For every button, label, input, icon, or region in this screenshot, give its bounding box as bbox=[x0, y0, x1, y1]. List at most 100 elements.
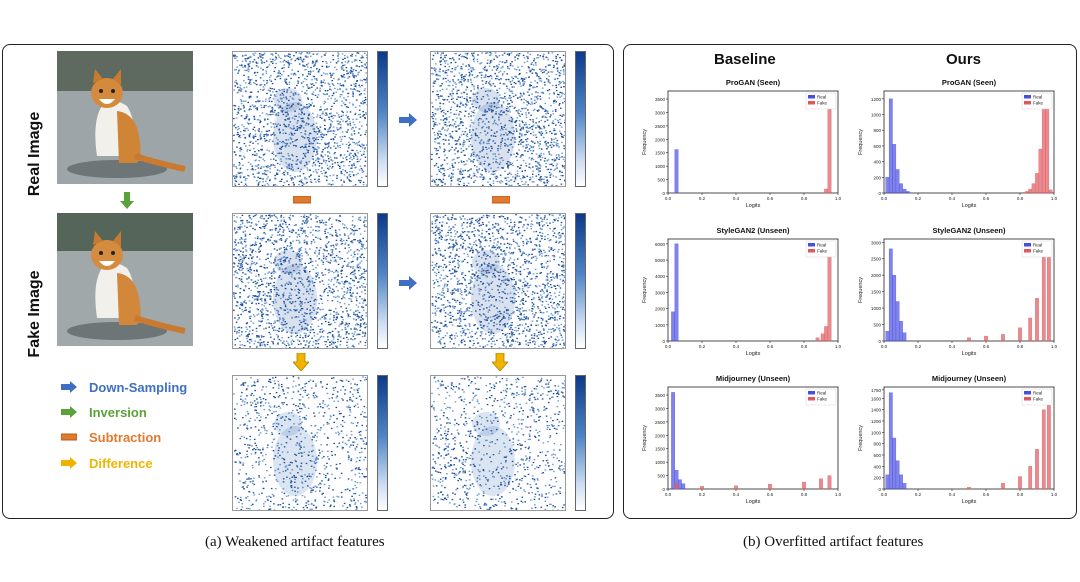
weakened-features-panel: Real Image Fake Image bbox=[2, 44, 614, 519]
histogram-bar bbox=[895, 169, 900, 194]
feature-map-real-downsampled bbox=[430, 51, 566, 187]
legend-label: Down-Sampling bbox=[89, 379, 188, 395]
histogram-bar bbox=[888, 392, 893, 490]
arrow-right-icon bbox=[61, 406, 77, 418]
colorbar bbox=[575, 375, 586, 511]
histogram-chart: Midjourney (Unseen) 0 200 400 600 800 1000 1200… bbox=[858, 374, 1058, 505]
histogram-bar bbox=[885, 330, 890, 342]
legend-swatch bbox=[808, 95, 815, 99]
x-tick-label: 1.0 bbox=[1051, 492, 1058, 497]
caption-b: (b) Overfitted artifact features bbox=[743, 534, 924, 550]
down-sampling-arrow-icon bbox=[399, 276, 417, 290]
y-tick-label: 600 bbox=[873, 144, 881, 149]
histogram-bar bbox=[1035, 449, 1039, 490]
histogram-bar bbox=[1047, 395, 1051, 490]
real-image-label: Real Image bbox=[26, 111, 43, 197]
overfitted-features-panel: Baseline Ours ProGAN (Seen) 0 500 1000 1500 2… bbox=[623, 44, 1077, 519]
y-tick-label: 1200 bbox=[871, 97, 882, 102]
y-tick-label: 500 bbox=[657, 178, 665, 183]
feature-map-fake-downsampled bbox=[430, 213, 566, 349]
histogram-bar bbox=[824, 326, 828, 342]
caption-a: (a) Weakened artifact features bbox=[205, 534, 385, 550]
chart-title: Midjourney (Unseen) bbox=[932, 374, 1007, 383]
x-tick-label: 1.0 bbox=[835, 196, 842, 201]
y-tick-label: 3000 bbox=[871, 240, 882, 245]
y-tick-label: 1000 bbox=[871, 430, 882, 435]
y-tick-label: 1200 bbox=[871, 419, 882, 424]
y-tick-label: 1000 bbox=[655, 323, 666, 328]
x-tick-label: 0.0 bbox=[665, 344, 672, 349]
subtraction-icon bbox=[492, 196, 510, 204]
y-tick-label: 2000 bbox=[655, 433, 666, 438]
y-tick-label: 0 bbox=[878, 487, 881, 492]
histogram-bar bbox=[734, 485, 738, 490]
histogram-bar bbox=[1018, 327, 1022, 342]
histogram-bar bbox=[1048, 189, 1053, 194]
legend-swatch bbox=[808, 101, 815, 105]
legend-label: Real bbox=[817, 243, 826, 248]
inversion-arrow-icon bbox=[120, 192, 134, 209]
x-axis-label: Logits bbox=[746, 203, 761, 209]
y-tick-label: 1500 bbox=[655, 151, 666, 156]
x-tick-label: 0.8 bbox=[801, 492, 808, 497]
y-tick-label: 3500 bbox=[655, 97, 666, 102]
x-tick-label: 0.8 bbox=[1017, 196, 1024, 201]
x-tick-label: 1.0 bbox=[835, 492, 842, 497]
histogram-bar bbox=[1045, 102, 1050, 194]
x-tick-label: 0.0 bbox=[881, 196, 888, 201]
y-tick-label: 2000 bbox=[655, 137, 666, 142]
x-tick-label: 0.8 bbox=[1017, 492, 1024, 497]
minus-icon bbox=[61, 433, 77, 441]
histogram-chart: ProGAN (Seen) 0 500 1000 1500 2000 2500 3000 350… bbox=[642, 78, 842, 209]
y-tick-label: 0 bbox=[662, 487, 665, 492]
histogram-bar bbox=[671, 392, 675, 490]
x-axis-label: Logits bbox=[962, 203, 977, 209]
histogram-bar bbox=[819, 478, 823, 490]
histogram-bar bbox=[902, 188, 907, 194]
legend-swatch bbox=[808, 243, 815, 247]
y-tick-label: 1600 bbox=[871, 396, 882, 401]
colorbar bbox=[377, 213, 388, 349]
histogram-bar bbox=[815, 337, 820, 342]
legend-down-sampling: Down-Sampling bbox=[61, 377, 187, 397]
legend-label: Fake bbox=[1033, 101, 1044, 106]
colorbar bbox=[377, 51, 388, 187]
fake-image-label: Fake Image bbox=[26, 270, 43, 358]
histogram-bar bbox=[984, 335, 988, 342]
x-tick-label: 0.8 bbox=[801, 196, 808, 201]
arrow-right-icon bbox=[61, 457, 77, 469]
x-tick-label: 0.8 bbox=[801, 344, 808, 349]
y-axis-label: Frequency bbox=[642, 425, 648, 451]
histogram-bar bbox=[674, 149, 679, 194]
histogram-bar bbox=[1018, 476, 1022, 490]
chart-title: ProGAN (Seen) bbox=[942, 78, 997, 87]
x-tick-label: 0.6 bbox=[767, 492, 774, 497]
legend-label: Real bbox=[1033, 391, 1042, 396]
subtraction-icon bbox=[293, 196, 311, 204]
histogram-bar bbox=[885, 474, 890, 490]
histogram-bar bbox=[902, 332, 907, 342]
y-tick-label: 3000 bbox=[655, 290, 666, 295]
y-tick-label: 0 bbox=[878, 191, 881, 196]
legend-label: Fake bbox=[817, 101, 828, 106]
legend-swatch bbox=[1024, 397, 1031, 401]
y-tick-label: 500 bbox=[657, 474, 665, 479]
histogram-chart: ProGAN (Seen) 0 200 400 600 800 1000 1200 0.0 0.2… bbox=[858, 78, 1058, 209]
histogram-bar bbox=[674, 243, 679, 342]
y-axis-label: Frequency bbox=[858, 129, 864, 155]
legend-label: Fake bbox=[1033, 397, 1044, 402]
x-tick-label: 0.4 bbox=[733, 344, 740, 349]
histogram-bar bbox=[1041, 95, 1046, 194]
histogram-bar bbox=[1001, 334, 1005, 342]
x-tick-label: 0.4 bbox=[949, 492, 956, 497]
y-tick-label: 1500 bbox=[655, 447, 666, 452]
colorbar bbox=[575, 51, 586, 187]
y-tick-label: 2500 bbox=[655, 124, 666, 129]
y-tick-label: 3000 bbox=[655, 110, 666, 115]
histogram-bar bbox=[899, 474, 903, 490]
x-tick-label: 0.0 bbox=[665, 492, 672, 497]
legend-swatch bbox=[808, 249, 815, 253]
x-axis-label: Logits bbox=[746, 351, 761, 357]
column-heading-ours: Ours bbox=[946, 51, 982, 68]
histogram-bar bbox=[1038, 148, 1043, 194]
